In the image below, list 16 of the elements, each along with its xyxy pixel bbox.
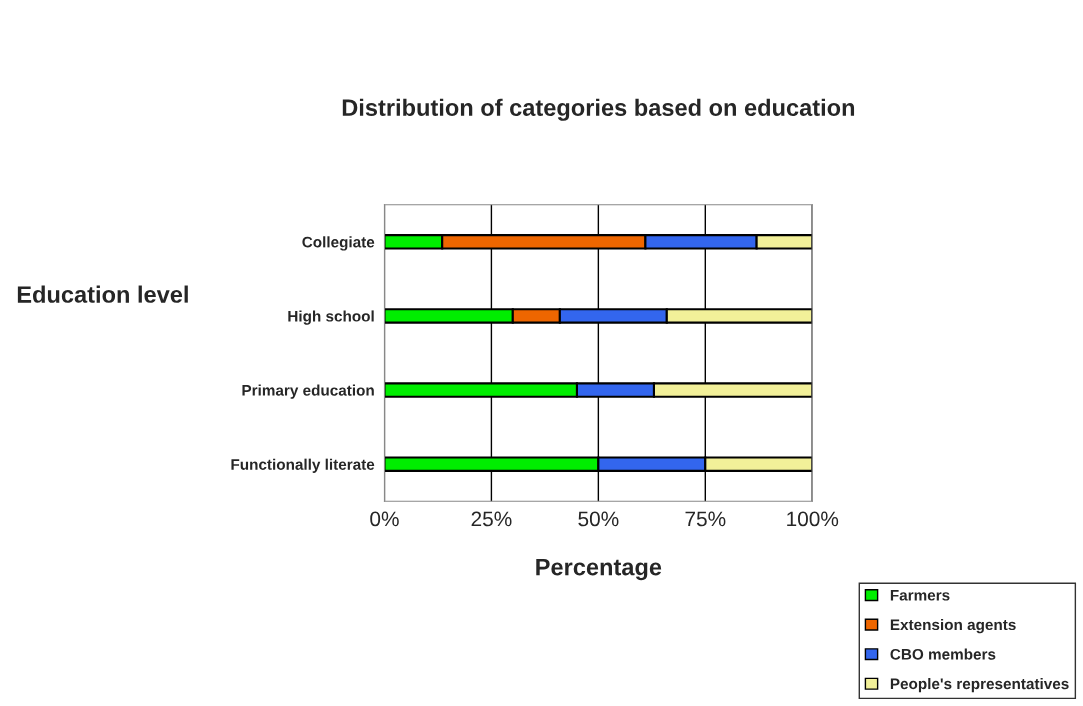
x-tick-label: 25%: [471, 511, 512, 527]
x-tick-label: 0%: [370, 511, 399, 527]
chart-title: Distribution of categories based on education: [342, 98, 855, 121]
y-tick-label: Collegiate: [302, 236, 375, 251]
x-tick-label: 50%: [578, 511, 619, 527]
legend-label: Extension agents: [890, 618, 1016, 634]
x-axis-title: Percentage: [536, 558, 662, 581]
y-tick-label: Functionally literate: [231, 458, 375, 473]
y-tick-label: Primary education: [242, 384, 374, 399]
x-tick-label: 75%: [685, 511, 726, 527]
y-tick-label: High school: [288, 310, 374, 325]
y-axis-title: Education level: [17, 285, 188, 303]
legend-label: People's representatives: [890, 678, 1069, 693]
legend-label: Farmers: [890, 589, 950, 601]
legend-label: CBO members: [890, 648, 996, 660]
x-tick-label: 100%: [787, 511, 839, 527]
